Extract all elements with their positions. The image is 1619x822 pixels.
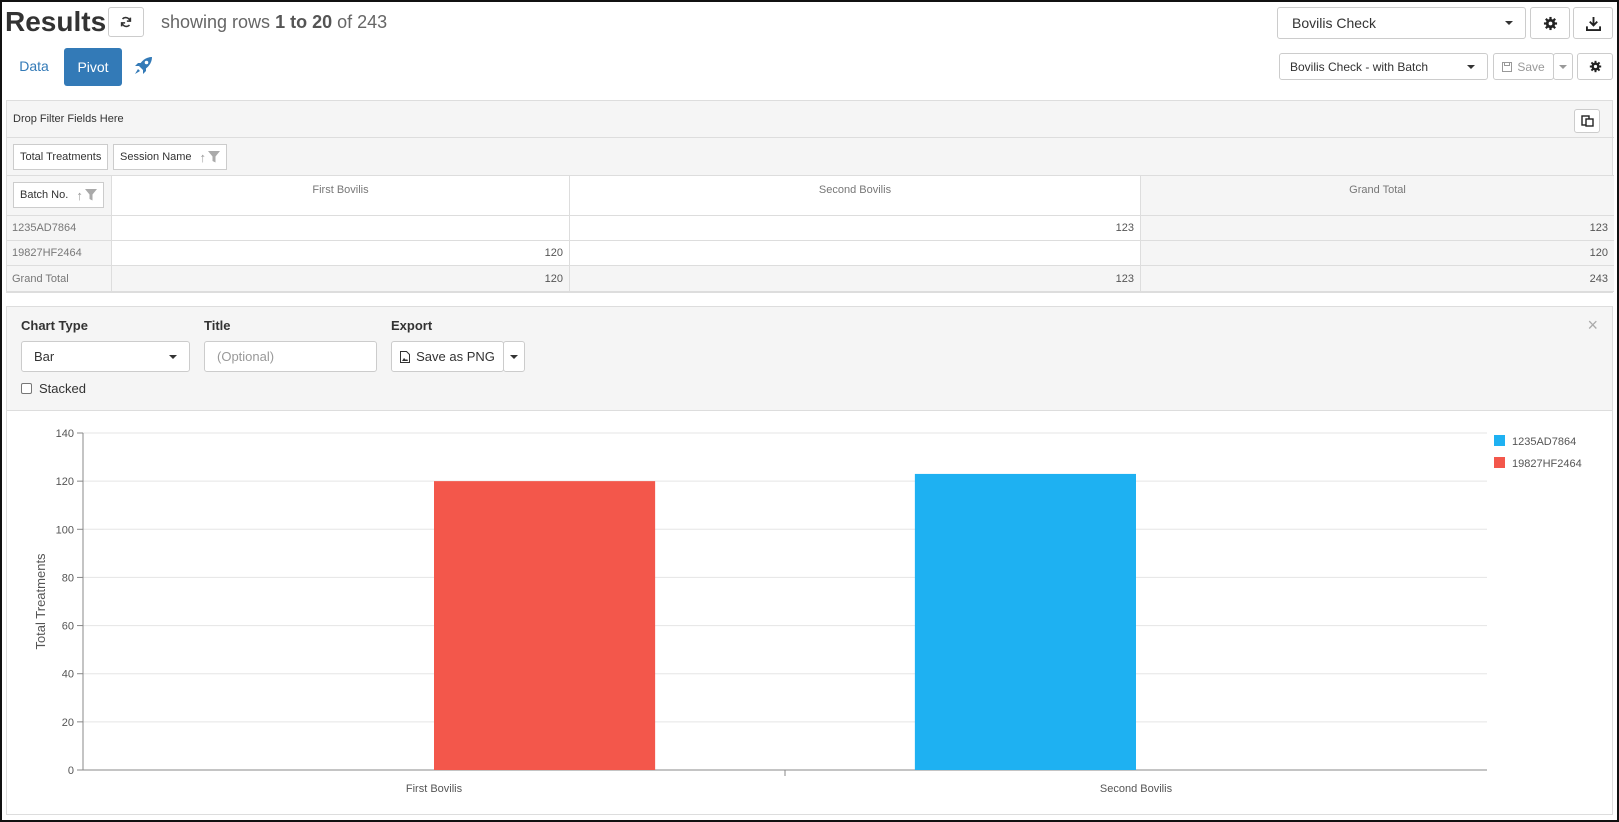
tab-data[interactable]: Data: [19, 58, 49, 74]
table-cell: 120: [112, 241, 570, 266]
y-axis-label: Total Treatments: [33, 553, 48, 650]
chevron-down-icon: [169, 354, 177, 359]
legend-swatch: [1494, 457, 1505, 468]
table-cell: [570, 241, 1141, 266]
pivot-config-value: Bovilis Check - with Batch: [1290, 59, 1429, 74]
row-field-chip[interactable]: Batch No. ↑: [13, 182, 104, 208]
refresh-button[interactable]: [108, 7, 144, 37]
x-tick-label: First Bovilis: [406, 783, 463, 795]
save-as-png-button[interactable]: Save as PNG: [391, 341, 504, 372]
save-button[interactable]: Save: [1493, 53, 1554, 80]
column-field-chip[interactable]: Session Name ↑: [113, 144, 228, 170]
legend-entry: 19827HF2464: [1512, 458, 1582, 470]
chart-title-input[interactable]: (Optional): [204, 341, 377, 372]
stacked-checkbox[interactable]: [21, 383, 32, 394]
copy-icon: [1580, 115, 1594, 127]
table-cell-total: 123: [570, 266, 1141, 292]
export-options-button[interactable]: [503, 341, 525, 372]
table-cell-total: 120: [112, 266, 570, 292]
column-header: First Bovilis: [112, 176, 570, 216]
y-tick-label: 20: [62, 717, 74, 729]
pivot-config-select[interactable]: Bovilis Check - with Batch: [1279, 53, 1488, 80]
y-tick-label: 120: [56, 476, 74, 488]
field-area: [7, 138, 1614, 176]
value-field-chip[interactable]: Total Treatments: [13, 144, 109, 170]
row-header-grand-total: Grand Total: [7, 266, 112, 292]
chevron-down-icon: [1505, 21, 1513, 25]
filter-icon[interactable]: [84, 189, 97, 201]
chart-type-label: Chart Type: [21, 318, 88, 333]
chart-options-panel: Chart Type Bar Title (Optional) Export S…: [6, 306, 1613, 411]
settings-button[interactable]: [1530, 7, 1570, 39]
close-icon[interactable]: ×: [1587, 315, 1598, 335]
x-tick-label: Second Bovilis: [1100, 783, 1173, 795]
table-cell-total: 243: [1141, 266, 1614, 292]
tab-pivot[interactable]: Pivot: [64, 48, 122, 86]
pivot-table: Drop Filter Fields Here Total Treatments…: [6, 100, 1614, 293]
file-image-icon: [400, 350, 411, 363]
floppy-disk-icon: [1502, 61, 1513, 72]
refresh-icon: [120, 16, 132, 28]
stacked-option[interactable]: Stacked: [21, 381, 86, 396]
chevron-down-icon: [1467, 64, 1475, 69]
y-tick-label: 60: [62, 621, 74, 633]
page-title: Results: [5, 6, 107, 37]
legend-swatch: [1494, 435, 1505, 446]
row-count-text: showing rows 1 to 20 of 243: [161, 12, 388, 32]
download-icon: [1585, 16, 1601, 31]
chart-area: 0 20 40 60 80 100 120 140 Total Treatments First …: [6, 411, 1613, 815]
sort-arrow-icon[interactable]: ↑: [76, 187, 83, 203]
download-button[interactable]: [1573, 7, 1613, 39]
column-header-grand-total: Grand Total: [1141, 176, 1614, 216]
export-label: Export: [391, 318, 433, 333]
y-tick-label: 40: [62, 669, 74, 681]
chart-type-select[interactable]: Bar: [21, 341, 190, 372]
rocket-icon: [135, 57, 152, 74]
bar-chart: 0 20 40 60 80 100 120 140 Total Treatments First …: [33, 428, 1582, 795]
y-tick-label: 140: [56, 428, 74, 440]
rocket-button[interactable]: [132, 55, 154, 82]
save-options-button[interactable]: [1553, 53, 1573, 80]
column-header: Second Bovilis: [570, 176, 1141, 216]
y-tick-label: 0: [68, 765, 74, 777]
bar-19827HF2464: [434, 481, 656, 770]
gear-icon: [1589, 60, 1601, 73]
y-tick-label: 100: [56, 524, 74, 536]
legend-entry: 1235AD7864: [1512, 436, 1576, 448]
table-cell: [112, 216, 570, 241]
table-cell: 123: [570, 216, 1141, 241]
report-select-value: Bovilis Check: [1292, 15, 1377, 31]
y-tick-label: 80: [62, 572, 74, 584]
row-field-area: [7, 176, 112, 216]
table-cell-total: 120: [1141, 241, 1614, 266]
row-header: 19827HF2464: [7, 241, 112, 266]
toggle-pivot-config-button[interactable]: [1574, 109, 1600, 133]
pivot-settings-button[interactable]: [1577, 53, 1613, 80]
report-select[interactable]: Bovilis Check: [1277, 7, 1526, 39]
title-label: Title: [204, 318, 231, 333]
chevron-down-icon: [1559, 64, 1567, 69]
row-header: 1235AD7864: [7, 216, 112, 241]
sort-arrow-icon[interactable]: ↑: [199, 149, 207, 165]
filter-drop-zone[interactable]: Drop Filter Fields Here: [7, 101, 1614, 138]
table-cell-total: 123: [1141, 216, 1614, 241]
gear-icon: [1543, 16, 1557, 30]
chevron-down-icon: [510, 354, 518, 359]
filter-icon[interactable]: [208, 151, 221, 163]
bar-1235AD7864: [914, 473, 1136, 770]
